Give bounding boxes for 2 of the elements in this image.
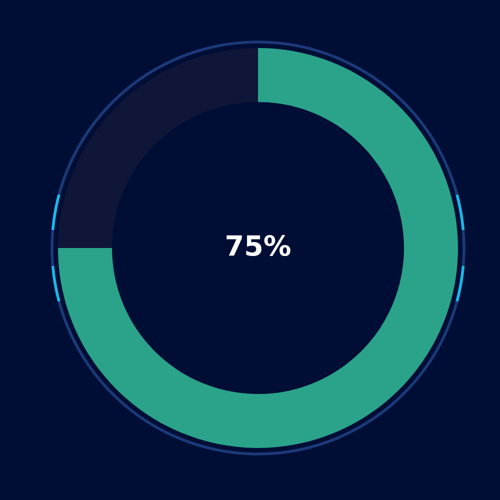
text: 75% bbox=[226, 235, 290, 256]
donut-slice bbox=[58, 48, 458, 448]
